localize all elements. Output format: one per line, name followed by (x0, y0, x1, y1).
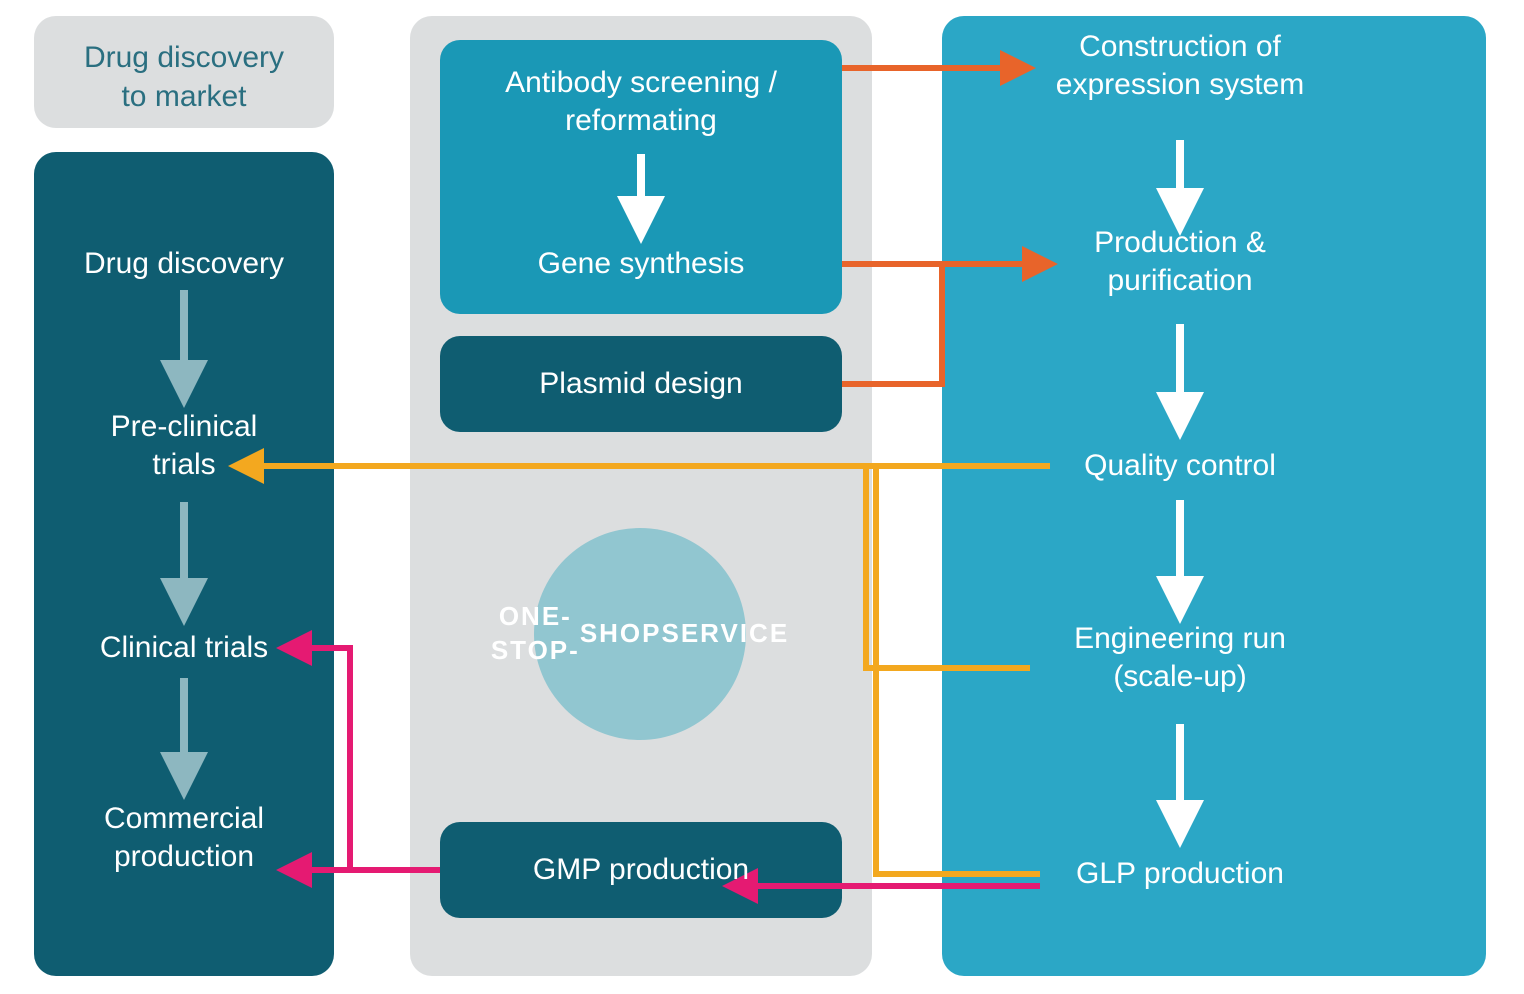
service-circle-label: ONE-STOP-SHOPSERVICE (534, 528, 746, 740)
label-gmp: GMP production (441, 851, 841, 889)
step-quality: Quality control (980, 447, 1380, 485)
step-construction: Construction ofexpression system (980, 28, 1380, 103)
step-glp: GLP production (980, 855, 1380, 893)
step-commercial: Commercialproduction (0, 800, 384, 875)
right-panel (942, 16, 1486, 976)
label-antibody: Antibody screening /reformating (441, 64, 841, 139)
diagram-stage: ONE-STOP-SHOPSERVICE Drug discoveryto ma… (0, 0, 1524, 994)
step-drug-discovery: Drug discovery (0, 245, 384, 283)
label-gene-synthesis: Gene synthesis (441, 245, 841, 283)
step-clinical: Clinical trials (0, 629, 384, 667)
step-pre-clinical: Pre-clinicaltrials (0, 408, 384, 483)
step-engineering: Engineering run(scale-up) (980, 620, 1380, 695)
label-plasmid: Plasmid design (441, 365, 841, 403)
page-title: Drug discoveryto market (24, 38, 344, 116)
step-production: Production &purification (980, 224, 1380, 299)
